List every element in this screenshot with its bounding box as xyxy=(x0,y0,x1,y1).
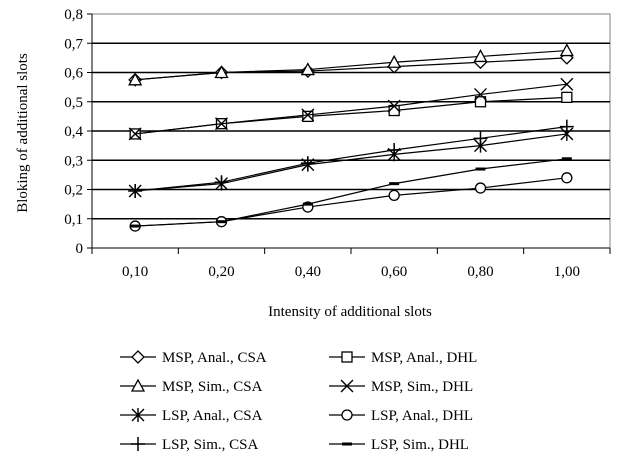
legend-label: LSP, Anal., DHL xyxy=(371,408,473,424)
series-line xyxy=(135,49,567,81)
data-point xyxy=(387,99,401,113)
data-point xyxy=(302,110,314,123)
data-point xyxy=(128,72,143,86)
x-tick-label: 0,40 xyxy=(295,264,321,280)
data-point xyxy=(561,91,573,104)
y-tick-label: 0,6 xyxy=(64,66,83,82)
legend-label: MSP, Sim., DHL xyxy=(371,379,473,395)
data-point xyxy=(474,87,487,101)
data-point xyxy=(214,175,229,190)
series-lsp-sim-csa xyxy=(128,119,574,198)
data-point xyxy=(300,62,315,76)
legend-marker xyxy=(341,351,353,363)
legend-marker xyxy=(131,408,145,422)
data-point xyxy=(559,43,574,57)
legend-item: LSP, Sim., DHL xyxy=(329,437,469,453)
y-tick-label: 0,1 xyxy=(64,212,83,228)
x-tick-label: 0,20 xyxy=(208,264,234,280)
series-line xyxy=(135,83,567,135)
series-line xyxy=(135,158,567,227)
y-tick-label: 0,2 xyxy=(64,183,83,199)
series-line xyxy=(135,126,567,192)
series-line xyxy=(135,133,567,192)
legend-marker xyxy=(340,379,354,393)
data-point xyxy=(388,189,400,202)
x-tick-label: 0,10 xyxy=(122,264,148,280)
series-lsp-sim-dhl xyxy=(130,157,572,228)
data-point xyxy=(559,119,574,134)
data-point xyxy=(214,65,229,79)
data-point xyxy=(474,182,487,194)
legend-item: LSP, Anal., CSA xyxy=(120,408,263,424)
data-point xyxy=(301,108,315,122)
legend-marker xyxy=(341,409,353,421)
legend-label: LSP, Anal., CSA xyxy=(162,408,263,424)
legend-marker xyxy=(131,350,145,364)
data-point xyxy=(215,117,228,131)
plot-area: 0 0,1 0,2 0,3 0,4 0,5 0,6 0,7 0,8 0,10 0,20 0,40 0,6… xyxy=(64,7,611,280)
legend-item: LSP, Sim., CSA xyxy=(120,437,258,453)
legend-marker xyxy=(131,437,145,451)
data-point xyxy=(560,77,574,91)
legend-marker xyxy=(130,378,146,392)
legend-item: LSP, Anal., DHL xyxy=(329,408,473,424)
legend-item: MSP, Anal., CSA xyxy=(120,350,267,366)
x-axis-title: Intensity of additional slots xyxy=(268,304,432,320)
legend-item: MSP, Sim., CSA xyxy=(120,378,263,395)
data-point xyxy=(300,156,315,171)
x-tick-label: 1,00 xyxy=(554,264,580,280)
y-tick-label: 0,8 xyxy=(64,7,83,23)
data-point xyxy=(473,131,488,146)
series-msp-sim-dhl xyxy=(128,77,574,141)
y-tick-label: 0,5 xyxy=(64,95,83,111)
x-tick-label: 0,60 xyxy=(381,264,407,280)
data-point xyxy=(561,172,573,184)
y-tick-label: 0 xyxy=(76,241,84,257)
legend-label: MSP, Anal., CSA xyxy=(162,350,267,366)
data-point xyxy=(387,143,402,158)
y-axis-title: Bloking of additional slots xyxy=(15,53,31,213)
data-point xyxy=(474,96,487,108)
legend-label: MSP, Sim., CSA xyxy=(162,379,263,395)
data-point xyxy=(387,54,402,68)
data-point xyxy=(473,49,488,63)
legend-item: MSP, Anal., DHL xyxy=(329,350,477,366)
legend-label: MSP, Anal., DHL xyxy=(371,350,477,366)
legend-label: LSP, Sim., DHL xyxy=(371,437,469,453)
data-point xyxy=(128,127,142,141)
y-tick-label: 0,3 xyxy=(64,153,83,169)
y-tick-label: 0,4 xyxy=(64,124,83,140)
x-tick-label: 0,80 xyxy=(467,264,493,280)
legend: MSP, Anal., CSA MSP, Anal., DHL MSP, Sim.,… xyxy=(120,350,477,453)
legend-label: LSP, Sim., CSA xyxy=(162,437,258,453)
y-tick-label: 0,7 xyxy=(64,36,83,52)
legend-item: MSP, Sim., DHL xyxy=(329,379,473,395)
series-msp-sim-csa xyxy=(128,43,574,86)
data-point xyxy=(128,183,143,198)
